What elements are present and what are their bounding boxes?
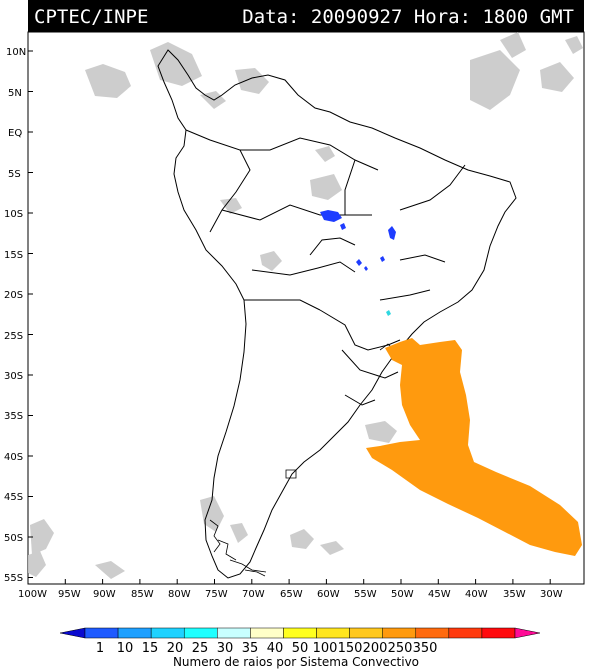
scale-tick: 25 (192, 641, 209, 656)
scale-box (316, 627, 350, 639)
scale-box (514, 627, 541, 639)
lon-label: 80W (168, 589, 191, 600)
lat-label: 30S (4, 371, 23, 382)
lat-label: 10N (6, 47, 26, 58)
scale-box (59, 627, 86, 639)
scale-box (382, 627, 417, 639)
scale-box (481, 627, 516, 639)
scale-box (283, 627, 317, 639)
scale-tick: 35 (242, 641, 259, 656)
lat-label: 50S (4, 533, 23, 544)
lat-label: 55S (4, 573, 23, 584)
scale-tick: 1 (96, 641, 104, 656)
scale-tick: 30 (217, 641, 234, 656)
scale-tick: 50 (292, 641, 309, 656)
lat-label: 40S (4, 452, 23, 463)
cloud-cover (28, 32, 583, 579)
scale-caption: Numero de raios por Sistema Convectivo (173, 655, 419, 669)
lightning-cyan (386, 310, 391, 316)
lightning-map: 10N 5N EQ 5S 10S 15S 20S 25S 30S 35S 40S… (4, 31, 585, 600)
lat-label: 10S (4, 209, 23, 220)
lat-label: EQ (8, 128, 22, 139)
scale-tick: 250 (388, 641, 413, 656)
scale-box (448, 627, 483, 639)
lon-label: 30W (540, 589, 563, 600)
lon-label: 75W (205, 589, 228, 600)
scale-box (415, 627, 450, 639)
scale-box (150, 627, 185, 639)
lon-label: 55W (354, 589, 377, 600)
scale-tick: 40 (267, 641, 284, 656)
scale-tick: 15 (142, 641, 159, 656)
lon-label: 45W (428, 589, 451, 600)
scale-box (117, 627, 152, 639)
lat-label: 25S (4, 331, 23, 342)
scale-tick: 10 (117, 641, 134, 656)
scale-box (84, 627, 119, 639)
lat-label: 5S (8, 169, 21, 180)
latitude-labels: 10N 5N EQ 5S 10S 15S 20S 25S 30S 35S 40S… (4, 47, 26, 584)
scale-tick: 200 (363, 641, 388, 656)
frame-ticks (27, 50, 551, 584)
scale-tick: 20 (167, 641, 184, 656)
scale-box (250, 627, 284, 639)
lon-label: 90W (93, 589, 116, 600)
lon-label: 50W (391, 589, 414, 600)
scale-box (217, 627, 251, 639)
lat-label: 20S (4, 290, 23, 301)
scale-box (349, 627, 383, 639)
color-scale: 1 10 15 20 25 30 35 40 50 100 150 200 25… (59, 627, 541, 669)
scale-tick: 150 (338, 641, 363, 656)
longitude-labels: 100W 95W 90W 85W 80W 75W 70W 65W 60W 55W… (18, 589, 563, 600)
lon-label: 70W (242, 589, 265, 600)
lat-label: 45S (4, 492, 23, 503)
lon-label: 35W (503, 589, 526, 600)
source-label: CPTEC/INPE (34, 6, 149, 28)
datetime-label: Data: 20090927 Hora: 1800 GMT (242, 6, 574, 28)
lon-label: 60W (317, 589, 340, 600)
lon-label: 40W (465, 589, 488, 600)
scale-tick-labels: 1 10 15 20 25 30 35 40 50 100 150 200 25… (96, 641, 438, 656)
lon-label: 100W (18, 589, 47, 600)
lon-label: 65W (280, 589, 303, 600)
scale-boxes (59, 627, 541, 639)
lon-label: 85W (131, 589, 154, 600)
lightning-orange (366, 338, 582, 556)
lightning-blue (320, 210, 396, 271)
lon-label: 95W (58, 589, 81, 600)
lat-label: 15S (4, 250, 23, 261)
scale-tick: 100 (313, 641, 338, 656)
scale-box (183, 627, 218, 639)
scale-tick: 350 (413, 641, 438, 656)
lat-label: 35S (4, 411, 23, 422)
coastline (157, 49, 517, 579)
map-header: CPTEC/INPE Data: 20090927 Hora: 1800 GMT (28, 0, 584, 32)
lat-label: 5N (8, 88, 22, 99)
